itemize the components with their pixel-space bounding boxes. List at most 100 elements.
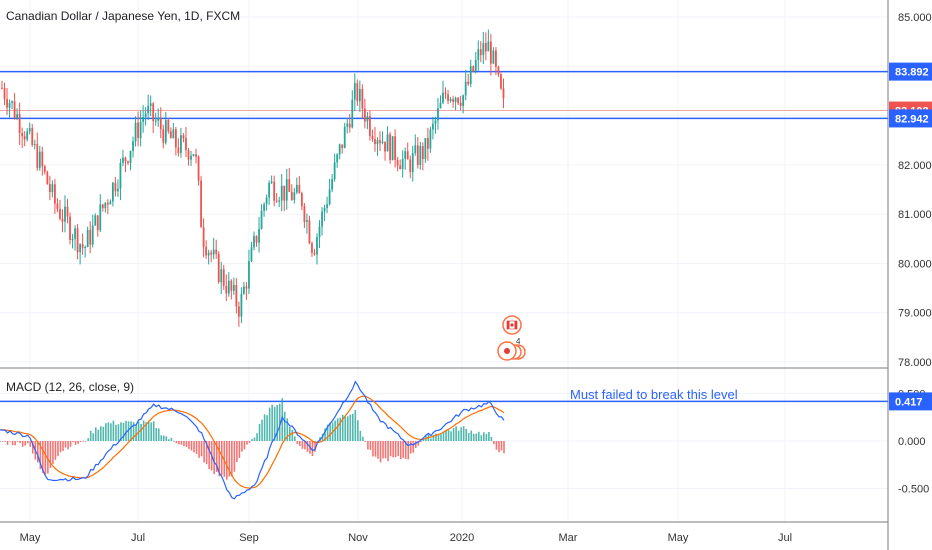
histogram-bar xyxy=(82,440,84,442)
histogram-bar xyxy=(11,441,14,446)
candle-body xyxy=(250,247,253,262)
candle-body xyxy=(119,162,122,189)
candle-body xyxy=(477,49,480,61)
histogram-bar xyxy=(402,441,404,458)
histogram-bar xyxy=(52,441,54,464)
histogram-bar xyxy=(349,414,352,441)
histogram-bar xyxy=(304,441,306,450)
candle-body xyxy=(139,121,142,139)
histogram-bar xyxy=(283,411,286,441)
histogram-bar xyxy=(278,403,281,441)
macd-level-badge-text: 0.417 xyxy=(895,396,923,408)
candle-body xyxy=(79,244,82,253)
candle-body xyxy=(159,118,162,130)
candle-body xyxy=(374,139,376,145)
candle-body xyxy=(469,66,472,85)
histogram-bar xyxy=(137,421,140,441)
histogram-bar xyxy=(404,441,407,460)
candle-body xyxy=(459,103,462,106)
candle-body xyxy=(1,87,3,89)
time-tick-label: Jul xyxy=(778,532,792,544)
price-tick-label: 85.000 xyxy=(898,12,932,24)
candle-body xyxy=(69,216,71,241)
candle-body xyxy=(487,41,490,52)
histogram-bar xyxy=(195,441,198,454)
candle-body xyxy=(472,66,475,72)
candle-body xyxy=(28,128,31,132)
histogram-bar xyxy=(135,425,137,441)
histogram-bar xyxy=(122,422,125,441)
candle-body xyxy=(497,66,500,75)
histogram-bar xyxy=(294,436,296,441)
histogram-bar xyxy=(452,428,455,441)
histogram-bar xyxy=(339,417,341,441)
macd-line xyxy=(0,380,505,500)
histogram-bar xyxy=(493,441,495,445)
candle-body xyxy=(331,179,334,190)
histogram-bar xyxy=(243,441,246,450)
histogram-bar xyxy=(478,431,480,441)
macd-level-badge xyxy=(889,392,932,411)
candle-body xyxy=(200,180,202,228)
histogram-bar xyxy=(37,441,39,463)
resistance-badge-text: 83.892 xyxy=(895,67,929,79)
candle-body xyxy=(409,159,412,173)
candle-body xyxy=(99,204,102,231)
histogram-bar xyxy=(198,441,200,458)
candle-body xyxy=(323,207,326,212)
candle-body xyxy=(285,179,288,201)
histogram-bar xyxy=(178,441,180,445)
histogram-bar xyxy=(389,441,392,457)
candle-body xyxy=(484,43,487,52)
histogram-bar xyxy=(362,436,364,441)
histogram-bar xyxy=(67,441,69,450)
histogram-bar xyxy=(344,416,347,441)
candle-body xyxy=(376,140,379,145)
candle-body xyxy=(220,269,223,283)
histogram-bar xyxy=(160,435,163,441)
candle-body xyxy=(369,116,371,136)
candle-body xyxy=(192,154,195,156)
event-markers[interactable]: 4 xyxy=(497,315,526,361)
time-tick-label: Jul xyxy=(131,532,145,544)
candle-body xyxy=(404,151,407,159)
histogram-bar xyxy=(236,441,238,462)
histogram-bar xyxy=(483,432,485,441)
histogram-bar xyxy=(180,441,183,445)
histogram-bar xyxy=(140,423,142,441)
histogram-bar xyxy=(59,441,62,453)
candle-body xyxy=(217,253,220,283)
price-pane[interactable]: Canadian Dollar / Japanese Yen, 1D, FXCM… xyxy=(0,9,888,361)
candle-body xyxy=(255,235,258,243)
macd-pane[interactable]: MACD (12, 26, close, 9) Must failed to b… xyxy=(0,380,888,500)
time-axis[interactable]: May Jul Sep Nov 2020 Mar May Jul xyxy=(20,532,792,544)
candle-body xyxy=(295,184,298,193)
histogram-bar xyxy=(147,420,150,441)
histogram-bar xyxy=(324,428,326,441)
histogram-bar xyxy=(271,404,273,441)
candle-body xyxy=(142,116,145,122)
candle-body xyxy=(260,210,263,229)
histogram-bar xyxy=(246,441,248,445)
histogram-bar xyxy=(115,424,117,441)
candle-body xyxy=(502,88,505,99)
histogram-bar xyxy=(107,422,110,441)
candle-body xyxy=(270,181,273,183)
candle-body xyxy=(195,154,197,157)
candle-body xyxy=(416,145,419,165)
candle-body xyxy=(154,120,157,122)
chart-title: Canadian Dollar / Japanese Yen, 1D, FXCM xyxy=(6,9,240,23)
candle-body xyxy=(56,203,59,210)
candle-body xyxy=(157,118,160,121)
candle-body xyxy=(84,246,87,248)
candle-body xyxy=(293,192,296,201)
candle-body xyxy=(311,243,313,253)
candle-body xyxy=(11,101,13,103)
candle-body xyxy=(237,306,240,317)
histogram-bar xyxy=(470,430,473,441)
histogram-bar xyxy=(49,441,52,469)
histogram-bar xyxy=(241,441,243,452)
histogram-bar xyxy=(372,441,374,457)
histogram-bar xyxy=(387,441,389,462)
